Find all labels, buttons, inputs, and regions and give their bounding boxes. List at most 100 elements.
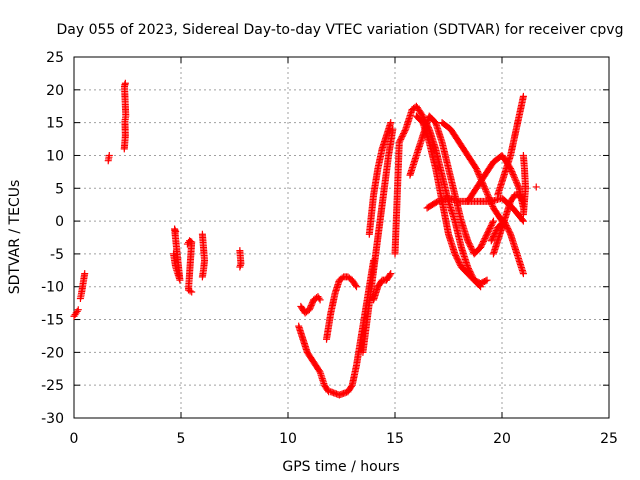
y-tick-label: 0 (55, 214, 64, 230)
series-prn-14 (365, 119, 395, 238)
data-point (482, 277, 490, 285)
data-point (81, 270, 89, 278)
data-points (70, 79, 540, 399)
data-point (387, 119, 395, 127)
x-tick-label: 15 (386, 431, 404, 447)
data-point (489, 217, 497, 225)
data-point (509, 169, 517, 177)
data-point (484, 192, 492, 200)
series-prn-26 (532, 183, 540, 191)
series-prn-22 (487, 217, 527, 278)
y-tick-label: 5 (55, 181, 64, 197)
y-tick-label: 15 (46, 116, 64, 132)
data-point (508, 168, 516, 176)
data-point (480, 183, 488, 191)
series-prn-11 (323, 273, 360, 343)
data-point (105, 151, 113, 159)
data-point (519, 270, 527, 278)
data-point (352, 281, 360, 289)
data-point (236, 263, 244, 271)
data-point (483, 189, 491, 197)
series-prn-01 (70, 306, 82, 320)
series-prn-23 (494, 92, 527, 199)
x-tick-label: 20 (493, 431, 511, 447)
data-point (489, 219, 497, 227)
data-point (486, 196, 494, 204)
data-point (483, 276, 491, 284)
data-point (475, 171, 483, 179)
y-axis: -30 -25 -20 -15 -10 -5 0 5 10 15 20 25 (41, 50, 609, 427)
data-point (484, 190, 492, 198)
x-tick-label: 0 (70, 431, 79, 447)
data-point (172, 228, 180, 236)
x-tick-label: 25 (600, 431, 618, 447)
data-point (513, 180, 521, 188)
data-point (188, 288, 196, 296)
data-point (73, 307, 81, 315)
x-tick-label: 5 (177, 431, 186, 447)
data-point (487, 199, 495, 207)
x-axis-label: GPS time / hours (282, 459, 399, 475)
data-point (510, 172, 518, 180)
data-point (387, 270, 395, 278)
series-prn-06 (183, 237, 196, 296)
data-point (352, 283, 360, 291)
series-prn-25 (519, 151, 530, 219)
data-point (519, 92, 527, 100)
data-point (488, 201, 496, 209)
data-point (482, 187, 490, 195)
x-tick-label: 10 (279, 431, 297, 447)
series-prn-02 (76, 270, 89, 303)
data-point (474, 169, 482, 177)
data-point (401, 127, 409, 135)
y-tick-label: 10 (46, 148, 64, 164)
series-prn-18 (412, 112, 491, 287)
y-tick-label: -15 (41, 313, 64, 329)
data-point (487, 198, 495, 206)
series-prn-05 (170, 225, 184, 284)
data-point (386, 271, 394, 279)
series-prn-24 (489, 191, 527, 258)
y-tick-label: 20 (46, 83, 64, 99)
series-prn-10 (297, 293, 324, 317)
data-point (514, 181, 522, 189)
data-point (198, 273, 206, 281)
series-prn-17 (406, 112, 497, 258)
data-point (482, 186, 490, 194)
y-tick-label: -5 (50, 247, 64, 263)
grid-lines (74, 57, 609, 418)
data-point (519, 217, 527, 225)
series-prn-13 (359, 125, 397, 356)
data-point (512, 178, 520, 186)
data-point (512, 177, 520, 185)
data-point (474, 168, 482, 176)
data-point (315, 367, 323, 375)
data-point (519, 211, 527, 219)
data-point (121, 81, 129, 89)
series-prn-20 (438, 119, 506, 225)
data-point (316, 296, 324, 304)
data-point (472, 165, 480, 173)
y-tick-label: -10 (41, 280, 64, 296)
y-axis-label: SDTVAR / TECUs (7, 180, 23, 295)
chart-title: Day 055 of 2023, Sidereal Day-to-day VTE… (57, 22, 624, 38)
y-tick-label: 25 (46, 50, 64, 66)
data-point (74, 306, 82, 314)
series-prn-08 (236, 247, 245, 271)
series-prn-15 (370, 270, 395, 304)
y-tick-label: -25 (41, 378, 64, 394)
y-tick-label: -30 (41, 411, 64, 427)
x-axis: 0 5 10 15 20 25 (70, 57, 618, 447)
plot-frame (73, 56, 610, 419)
data-point (389, 125, 397, 133)
data-point (532, 183, 540, 191)
data-point (506, 229, 514, 237)
data-point (485, 195, 493, 203)
data-point (473, 166, 481, 174)
data-point (315, 294, 323, 302)
data-point (481, 184, 489, 192)
series-prn-09 (295, 322, 333, 396)
y-tick-label: -20 (41, 345, 64, 361)
data-point (485, 193, 493, 201)
series-prn-07 (198, 230, 209, 281)
